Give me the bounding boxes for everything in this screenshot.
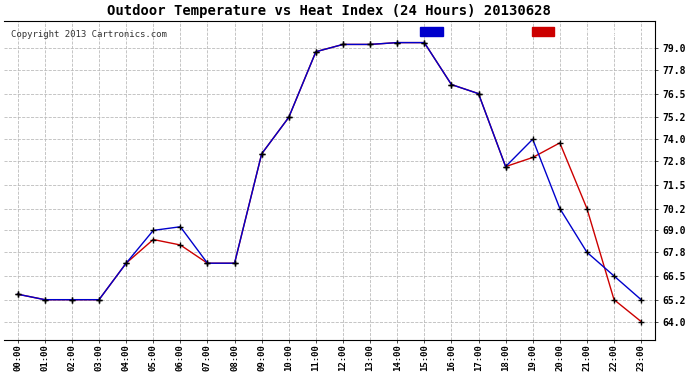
Legend: Heat Index  (°F), Temperature  (°F): Heat Index (°F), Temperature (°F) xyxy=(419,25,650,39)
Title: Outdoor Temperature vs Heat Index (24 Hours) 20130628: Outdoor Temperature vs Heat Index (24 Ho… xyxy=(108,4,551,18)
Text: Copyright 2013 Cartronics.com: Copyright 2013 Cartronics.com xyxy=(10,30,166,39)
